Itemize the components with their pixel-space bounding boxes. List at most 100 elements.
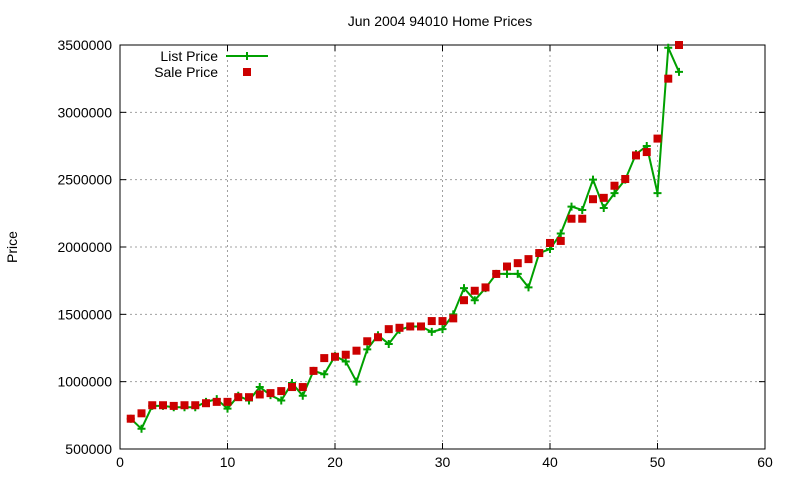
list-price-point [513,269,522,278]
y-tick-label: 1000000 [57,374,112,390]
list-price-point [277,396,286,405]
x-tick-label: 50 [650,454,666,470]
sale-price-point [589,195,597,204]
y-tick-label: 1500000 [57,306,112,322]
list-price-point [556,229,565,238]
sale-price-point [223,397,232,406]
sale-price-point [352,346,361,355]
x-tick-label: 0 [116,454,124,470]
list-price-point [255,383,264,392]
sale-price-point [675,41,683,49]
sale-price-point [621,174,630,183]
sale-price-point [363,337,372,346]
sale-price-point [384,325,393,334]
sale-price-point [374,333,382,342]
sale-price-point [492,269,501,278]
sale-price-point [191,401,200,410]
sale-price-point [578,214,587,223]
x-tick-label: 60 [757,454,773,470]
sale-price-point [277,387,286,396]
list-price-point [137,424,146,433]
list-price-point [470,296,479,305]
list-price-point [664,43,673,52]
y-tick-label: 500000 [65,441,112,457]
sale-price-point [664,74,673,83]
y-tick-label: 2000000 [57,239,112,255]
sale-price-point [438,317,447,326]
y-axis-label: Price [4,231,20,263]
legend-marker-sale-price [243,68,251,76]
sale-price-point [642,148,651,157]
legend-marker-list-price [243,52,251,60]
list-price-line [130,47,680,431]
sale-price-point [427,317,436,326]
plot-frame [119,44,766,450]
x-tick-label: 10 [220,454,236,470]
list-price-point [460,284,468,293]
sale-price-point [449,314,458,323]
list-price-point [524,283,533,292]
sale-price-point [320,354,329,363]
sale-price-point [288,383,296,392]
sale-price-point [610,181,619,190]
y-tick-label: 3500000 [57,37,112,53]
sale-price-point [169,401,178,410]
sale-price-point [137,409,146,418]
sale-price-point [126,414,135,423]
list-price-point [352,377,361,386]
sale-price-point [255,390,264,399]
list-price-point [320,370,329,379]
sale-price-point [460,296,468,305]
list-price-point [438,325,447,334]
list-price-point [599,203,608,212]
sale-price-point [395,323,404,332]
sale-price-point [266,389,275,398]
sale-price-point [406,322,415,331]
legend-label-sale-price: Sale Price [154,64,218,80]
list-price-point [675,67,683,76]
sale-price-point [159,401,167,410]
sale-price-point [513,259,522,268]
list-price-point [427,327,436,336]
sale-price-point [298,383,307,392]
sale-price-point [524,255,533,264]
sale-price-point [148,401,157,410]
legend: List Price Sale Price [154,48,268,80]
sale-price-point [212,397,221,406]
sale-price-point [653,134,662,143]
x-tick-label: 30 [435,454,451,470]
legend-label-list-price: List Price [160,48,218,64]
sale-price-point [417,322,425,331]
sale-price-point [546,238,554,247]
list-price-point [567,202,576,211]
list-price-point [610,189,619,198]
sale-price-point [599,193,608,202]
series-group [126,41,683,433]
sale-price-point [331,352,339,361]
list-price-point [363,345,372,354]
list-price-point [223,404,232,413]
x-tick-label: 40 [542,454,558,470]
list-price-point [589,175,597,184]
grid [120,45,765,449]
axis-ticks: 0 10 20 30 40 50 60 500000 1000000 1500000 2000000… [57,37,773,470]
sale-price-point [245,393,253,402]
chart-title: Jun 2004 94010 Home Prices [348,13,532,29]
sale-price-point [535,249,544,258]
sale-price-point [632,151,640,160]
sale-price-point [180,401,189,410]
sale-price-point [202,399,210,408]
x-tick-label: 20 [327,454,343,470]
sale-price-point [503,262,511,271]
list-price-point [341,357,350,366]
y-tick-label: 2500000 [57,172,112,188]
sale-price-point [234,393,243,402]
sale-price-point [309,366,318,375]
list-price-point [578,205,587,214]
sale-price-point [341,350,350,359]
y-tick-label: 3000000 [57,104,112,120]
list-price-point [298,391,307,400]
list-price-point [653,189,662,198]
list-price-point [384,339,393,348]
